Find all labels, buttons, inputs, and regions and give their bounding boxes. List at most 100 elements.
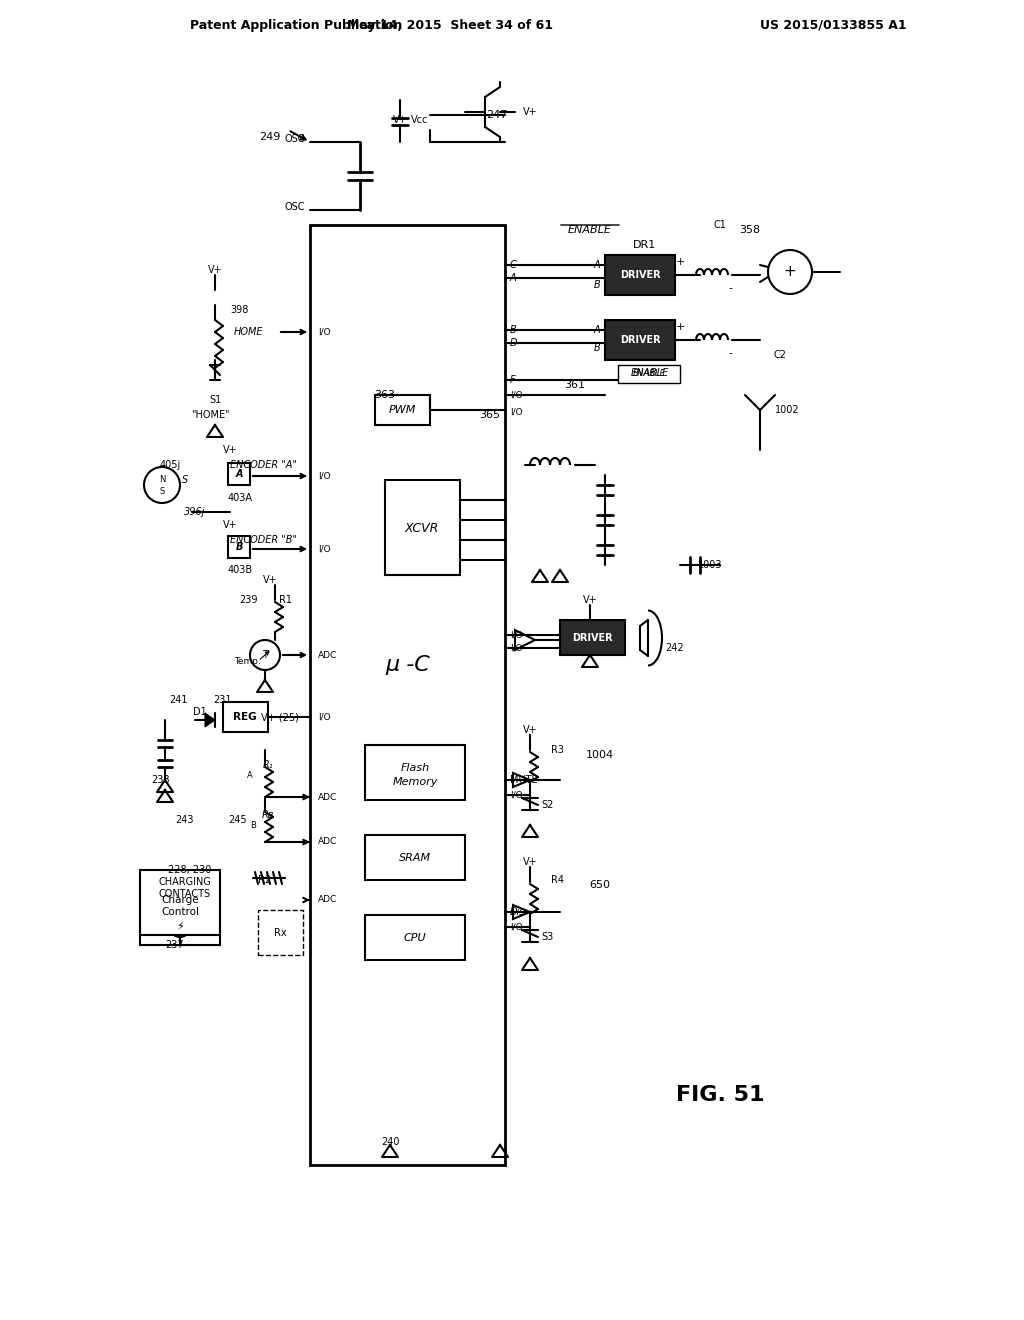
Bar [385,480,460,576]
Bar [605,255,675,294]
Text: B: B [250,821,256,829]
Text: 239: 239 [239,595,257,605]
Text: A: A [510,273,517,282]
Text: I/O: I/O [318,713,331,722]
Text: 358: 358 [739,224,761,235]
Text: A: A [594,325,600,335]
Bar [365,836,465,880]
Text: PWM: PWM [388,405,416,414]
Text: R2: R2 [258,875,271,884]
Text: V+: V+ [392,115,408,125]
Text: R1: R1 [279,595,292,605]
Bar [310,224,505,1166]
Bar [258,909,303,954]
Text: Temp.: Temp. [234,657,261,667]
Text: CONTACTS: CONTACTS [159,888,211,899]
Text: ADC: ADC [318,837,337,846]
Text: D1: D1 [194,708,207,717]
Text: D: D [510,338,517,348]
Text: ENABLE: ENABLE [633,370,666,379]
Text: 245: 245 [228,814,248,825]
Text: V+: V+ [522,857,538,867]
Bar [228,463,250,484]
Text: 405j: 405j [160,459,180,470]
Text: FIG. 51: FIG. 51 [676,1085,764,1105]
Bar [223,702,268,733]
Text: 365: 365 [479,411,501,420]
Text: 238: 238 [152,775,170,785]
Text: ADC: ADC [318,651,337,660]
Text: 240: 240 [381,1137,399,1147]
Text: R4: R4 [552,875,564,884]
Text: C1: C1 [714,220,726,230]
Text: May 14, 2015  Sheet 34 of 61: May 14, 2015 Sheet 34 of 61 [347,18,553,32]
Text: 243: 243 [176,814,195,825]
Polygon shape [205,713,215,727]
Text: B: B [594,343,600,352]
Text: R₁: R₁ [263,760,273,770]
Text: S: S [160,487,165,496]
Text: I/O: I/O [318,471,331,480]
Text: A: A [236,469,243,479]
Text: ENABLE: ENABLE [568,224,612,235]
Text: I/O: I/O [510,644,522,652]
Text: ENABLE: ENABLE [631,368,669,378]
Text: V+: V+ [222,520,238,531]
Text: µ -C: µ -C [385,655,430,675]
Text: V+: V+ [583,595,597,605]
Text: +: + [675,322,685,333]
Text: Flash: Flash [400,763,429,774]
Text: 241: 241 [169,696,187,705]
Text: ENCODER "A": ENCODER "A" [230,459,297,470]
Text: US 2015/0133855 A1: US 2015/0133855 A1 [760,18,906,32]
Text: Rx: Rx [273,928,287,939]
Text: F: F [510,375,516,385]
Text: I/O: I/O [510,791,522,800]
Text: +: + [675,257,685,267]
Bar [605,319,675,360]
Text: DRIVER: DRIVER [620,271,660,280]
Text: 1003: 1003 [697,560,722,570]
Text: N: N [159,475,165,484]
Bar [365,744,465,800]
Text: ⚡: ⚡ [176,921,184,932]
Text: XCVR: XCVR [404,521,439,535]
Text: B: B [510,325,517,335]
Text: T: T [262,649,268,660]
Circle shape [250,640,280,671]
Text: 396j: 396j [184,507,206,517]
Text: Charge: Charge [161,895,199,906]
Text: Control: Control [161,907,199,917]
Text: DR1: DR1 [634,240,656,249]
Text: "HOME": "HOME" [190,411,229,420]
Text: A: A [594,260,600,271]
Text: Rʙ: Rʙ [262,810,274,820]
Text: C2: C2 [773,350,786,360]
Bar [560,620,625,655]
Text: S3: S3 [542,932,554,942]
Bar [228,536,250,558]
Text: 361: 361 [564,380,586,389]
Text: I/O: I/O [510,631,522,639]
Text: 403B: 403B [227,565,253,576]
Text: V+: V+ [208,265,222,275]
Text: V+: V+ [522,725,538,735]
Text: 363: 363 [375,389,395,400]
Text: 398: 398 [230,305,249,315]
Text: I/O: I/O [318,544,331,553]
Text: 249: 249 [259,132,281,143]
Bar [365,915,465,960]
Text: -: - [728,348,732,358]
Text: ENCODER "B": ENCODER "B" [230,535,297,545]
Text: 1002: 1002 [775,405,800,414]
Circle shape [144,467,180,503]
Text: Dis.: Dis. [510,907,528,917]
Text: CPU: CPU [403,933,426,942]
Text: REG: REG [233,711,257,722]
Bar [618,366,680,383]
Text: DRIVER: DRIVER [620,335,660,345]
Bar [140,870,220,935]
Text: S: S [182,475,188,484]
Text: ADC: ADC [318,792,337,801]
Text: A: A [247,771,253,780]
